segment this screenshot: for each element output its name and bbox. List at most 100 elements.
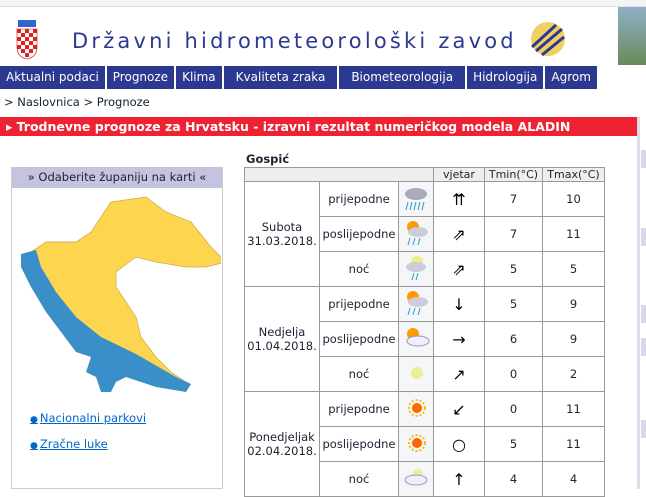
tmin: 5: [484, 426, 543, 462]
day-date: 31.03.2018.: [247, 234, 317, 248]
period: poslijepodne: [319, 321, 399, 357]
table-row: poslijepodne ⇗ 7 11: [245, 216, 605, 252]
croatian-crest-logo: [16, 20, 38, 60]
nav-aktualni-podaci[interactable]: Aktualni podaci: [0, 66, 105, 89]
tmin: 6: [484, 321, 543, 357]
moon-cloud-icon: [404, 469, 427, 486]
page-banner: ▸ Trodnevne prognoze za Hrvatsku - izrav…: [0, 117, 637, 136]
table-row: poslijepodne ○ 5 11: [245, 426, 605, 462]
link-zracne-luke[interactable]: ● Zračne luke: [30, 437, 108, 451]
forecast-table: vjetar Tmin(°C) Tmax(°C) Subota 31.03.201…: [244, 167, 605, 497]
tmin: 0: [484, 391, 543, 427]
period: prijepodne: [319, 181, 399, 217]
weather-icon-cell: [398, 426, 434, 462]
link-label: Zračne luke: [39, 437, 108, 451]
wind-arrow-icon: ↙: [433, 391, 485, 427]
nav-agrom[interactable]: Agrom: [545, 66, 597, 89]
moon-icon: [410, 367, 423, 379]
table-row: Ponedjeljak 02.04.2018. prijepodne ↙ 0 11: [244, 391, 605, 497]
weather-icon-cell: [398, 461, 434, 497]
city-name: Gospić: [246, 152, 290, 166]
breadcrumb[interactable]: > Naslovnica > Prognoze: [4, 95, 150, 109]
map-links: ● Nacionalni parkovi ● Zračne luke: [30, 411, 146, 463]
nav-hidrologija[interactable]: Hidrologija: [467, 66, 544, 89]
tmin: 4: [484, 461, 543, 497]
tmax: 4: [542, 461, 605, 497]
day-date: 02.04.2018.: [247, 444, 317, 458]
weather-icon-cell: [398, 216, 434, 252]
tmin: 0: [484, 356, 543, 392]
dhmz-logo: [530, 22, 565, 57]
tmax: 9: [542, 321, 605, 357]
tmin: 5: [484, 251, 543, 287]
header-photo: [618, 7, 646, 65]
sun-icon: [407, 434, 426, 452]
day-cell: Ponedjeljak 02.04.2018.: [244, 391, 320, 497]
right-panel-tab: [641, 420, 646, 438]
wind-arrow-icon: ↑: [433, 461, 485, 497]
sun-icon: [407, 399, 426, 417]
tmin: 7: [484, 181, 543, 217]
link-label: Nacionalni parkovi: [39, 411, 147, 425]
weather-icon-cell: [398, 321, 434, 357]
moon-cloud-rain-icon: [405, 256, 426, 281]
tmax: 5: [542, 251, 605, 287]
period: poslijepodne: [319, 216, 399, 252]
day-name: Subota: [261, 220, 303, 234]
table-row: Subota 31.03.2018. prijepodne ⇈ 7 10: [244, 181, 605, 287]
weather-icon-cell: [398, 251, 434, 287]
period: prijepodne: [319, 286, 399, 322]
sun-cloud-rain-icon: [406, 291, 428, 316]
right-panel-tab: [641, 150, 646, 168]
day-name: Nedjelja: [258, 325, 306, 339]
weather-icon-cell: [398, 356, 434, 392]
tmax: 11: [542, 391, 605, 427]
wind-arrow-icon: ⇗: [433, 216, 485, 252]
header-tmax: Tmax(°C): [542, 167, 605, 182]
weather-icon-cell: [398, 391, 434, 427]
tmax: 11: [542, 216, 605, 252]
tmin: 7: [484, 216, 543, 252]
day-date: 01.04.2018.: [247, 339, 317, 353]
table-row: Nedjelja 01.04.2018. prijepodne ↓ 5 9: [244, 286, 605, 392]
table-row: noć ⇗ 5 5: [245, 251, 605, 287]
wind-arrow-icon: ○: [433, 426, 485, 462]
right-panel-tab: [641, 338, 646, 356]
period: prijepodne: [319, 391, 399, 427]
tmax: 10: [542, 181, 605, 217]
site-title: Državni hidrometeorološki zavod: [72, 29, 517, 53]
header-blank: [244, 167, 434, 182]
day-cell: Nedjelja 01.04.2018.: [244, 286, 320, 392]
browser-strip: [0, 0, 646, 7]
right-panel-tab: [641, 305, 646, 323]
wind-arrow-icon: →: [433, 321, 485, 357]
period: noć: [319, 461, 399, 497]
croatia-county-map[interactable]: [16, 192, 221, 392]
day-name: Ponedjeljak: [249, 430, 315, 444]
right-divider: [637, 117, 640, 489]
nav-biometeorologija[interactable]: Biometeorologija: [339, 66, 466, 89]
header-tmin: Tmin(°C): [484, 167, 543, 182]
table-row: poslijepodne → 6 9: [245, 321, 605, 357]
weather-icon-cell: [398, 286, 434, 322]
nav-prognoze[interactable]: Prognoze: [106, 66, 175, 89]
tmax: 9: [542, 286, 605, 322]
nav-klima[interactable]: Klima: [176, 66, 222, 89]
main-nav: Aktualni podaci Prognoze Klima Kvaliteta…: [0, 66, 646, 89]
wind-arrow-icon: ↗: [433, 356, 485, 392]
link-nacionalni-parkovi[interactable]: ● Nacionalni parkovi: [30, 411, 147, 425]
day-cell: Subota 31.03.2018.: [244, 181, 320, 287]
sun-cloud-icon: [406, 328, 429, 347]
map-panel-title: » Odaberite županiju na karti «: [12, 167, 222, 188]
header-wind: vjetar: [433, 167, 485, 182]
site-header: Državni hidrometeorološki zavod: [0, 7, 646, 65]
period: noć: [319, 251, 399, 287]
tmax: 11: [542, 426, 605, 462]
wind-arrow-icon: ↓: [433, 286, 485, 322]
wind-arrow-icon: ⇈: [433, 181, 485, 217]
map-panel: » Odaberite županiju na karti « ● Naciona…: [11, 167, 223, 489]
table-header-row: vjetar Tmin(°C) Tmax(°C): [244, 167, 605, 182]
period: poslijepodne: [319, 426, 399, 462]
nav-kvaliteta-zraka[interactable]: Kvaliteta zraka: [223, 66, 338, 89]
rain-cloud-icon: [404, 188, 427, 211]
